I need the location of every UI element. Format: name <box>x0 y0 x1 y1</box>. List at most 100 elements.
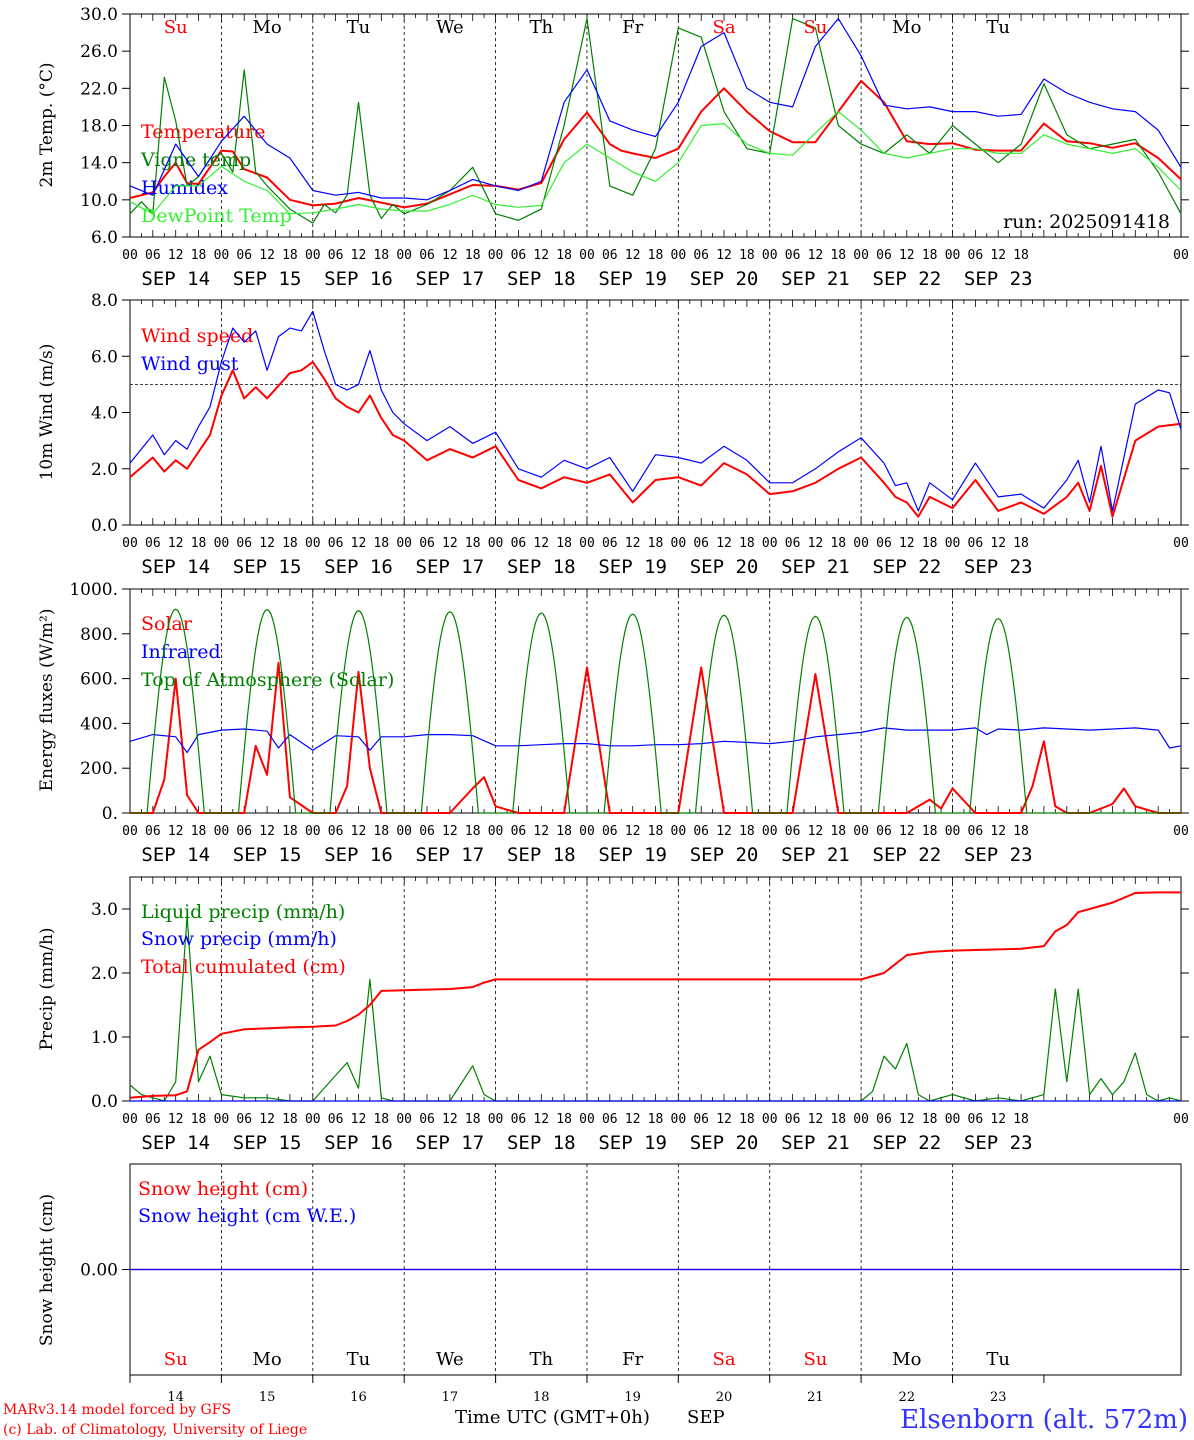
x-hour-label: 06 <box>876 1112 892 1127</box>
x-hour-label: 00 <box>762 536 778 551</box>
x-hour-label: 00 <box>396 248 412 263</box>
x-hour-label: 12 <box>259 536 275 551</box>
x-hour-label: 06 <box>236 536 252 551</box>
x-date-label: SEP 14 <box>141 556 210 578</box>
x-hour-label: 12 <box>625 248 641 263</box>
x-hour-label: 06 <box>785 824 801 839</box>
x-hour-label: 00 <box>853 1112 869 1127</box>
x-hour-label: 06 <box>419 824 435 839</box>
x-hour-label: 18 <box>556 824 572 839</box>
x-hour-label: 00 <box>853 824 869 839</box>
x-hour-label: 18 <box>465 536 481 551</box>
x-hour-label: 18 <box>556 248 572 263</box>
x-hour-label: 12 <box>899 248 915 263</box>
x-axis-month: SEP <box>687 1407 725 1428</box>
x-hour-label: 12 <box>990 824 1006 839</box>
x-hour-label: 12 <box>533 536 549 551</box>
x-hour-label: 12 <box>990 1112 1006 1127</box>
series-line-1 <box>130 661 1181 814</box>
x-date-label: SEP 21 <box>781 268 850 290</box>
y-tick-label: 0.0 <box>91 516 118 536</box>
x-date-label: SEP 15 <box>233 268 302 290</box>
x-hour-label: 12 <box>716 536 732 551</box>
x-date-label: SEP 16 <box>324 556 393 578</box>
x-hour-label: 00 <box>214 536 230 551</box>
x-date-label: SEP 16 <box>324 1132 393 1154</box>
x-hour-label: 18 <box>373 1112 389 1127</box>
series-line-2 <box>129 310 1182 512</box>
x-hour-label: 06 <box>511 248 527 263</box>
x-date-label: SEP 20 <box>690 844 759 866</box>
x-day-number: 17 <box>442 1390 459 1405</box>
x-hour-label: 00 <box>579 1112 595 1127</box>
day-of-week-label: Su <box>164 17 188 38</box>
x-hour-label: 06 <box>693 1112 709 1127</box>
x-hour-label: 18 <box>830 824 846 839</box>
x-day-number: 14 <box>167 1390 184 1405</box>
x-hour-label: 00 <box>1173 536 1189 551</box>
x-hour-label: 18 <box>465 824 481 839</box>
day-of-week-label: Tu <box>986 1349 1010 1370</box>
x-hour-label: 12 <box>442 824 458 839</box>
x-hour-label: 06 <box>145 248 161 263</box>
x-hour-label: 18 <box>648 536 664 551</box>
x-hour-label: 12 <box>259 824 275 839</box>
y-tick-label: 1000. <box>69 580 118 600</box>
x-hour-label: 00 <box>488 1112 504 1127</box>
y-tick-label: 1.0 <box>91 1028 118 1048</box>
y-tick-label: 200. <box>80 759 118 779</box>
x-hour-label: 12 <box>808 248 824 263</box>
x-date-label: SEP 19 <box>598 268 667 290</box>
x-hour-label: 00 <box>579 824 595 839</box>
x-hour-label: 12 <box>533 248 549 263</box>
x-hour-label: 00 <box>305 824 321 839</box>
x-hour-label: 00 <box>762 824 778 839</box>
x-hour-label: 18 <box>739 536 755 551</box>
x-hour-label: 12 <box>625 824 641 839</box>
x-hour-label: 18 <box>465 248 481 263</box>
x-hour-label: 12 <box>716 1112 732 1127</box>
x-hour-label: 00 <box>396 1112 412 1127</box>
x-hour-label: 06 <box>602 824 618 839</box>
x-hour-label: 00 <box>671 824 687 839</box>
x-hour-label: 18 <box>282 1112 298 1127</box>
legend-entry: Solar <box>141 613 193 635</box>
x-hour-label: 18 <box>830 536 846 551</box>
x-hour-label: 12 <box>808 1112 824 1127</box>
x-hour-label: 18 <box>191 824 207 839</box>
x-hour-label: 06 <box>328 248 344 263</box>
panels: 6.0 10.0 14.0 18.0 22.0 26.0 30.0 2m Temp. (°C)… <box>37 5 1189 1405</box>
x-hour-label: 18 <box>922 536 938 551</box>
x-hour-label: 00 <box>579 536 595 551</box>
x-hour-label: 00 <box>671 536 687 551</box>
x-date-label: SEP 14 <box>141 268 210 290</box>
y-tick-label: 800. <box>80 625 118 645</box>
x-hour-label: 18 <box>648 824 664 839</box>
day-of-week-label: Su <box>803 1349 827 1370</box>
legend-entry: Vigne temp <box>140 149 251 171</box>
x-hour-label: 06 <box>419 536 435 551</box>
day-of-week-label: Tu <box>986 17 1010 38</box>
x-hour-label: 06 <box>236 248 252 263</box>
x-hour-label: 18 <box>830 1112 846 1127</box>
day-of-week-label: Su <box>164 1349 188 1370</box>
x-date-label: SEP 23 <box>964 556 1033 578</box>
x-hour-label: 18 <box>191 248 207 263</box>
x-date-label: SEP 21 <box>781 556 850 578</box>
x-hour-label: 18 <box>739 248 755 263</box>
x-hour-label: 06 <box>236 1112 252 1127</box>
x-hour-label: 00 <box>671 1112 687 1127</box>
x-hour-label: 12 <box>259 248 275 263</box>
x-hour-label: 06 <box>602 248 618 263</box>
x-hour-label: 18 <box>830 248 846 263</box>
y-tick-label: 2.0 <box>91 964 118 984</box>
x-date-label: SEP 23 <box>964 844 1033 866</box>
y-axis-label: 10m Wind (m/s) <box>37 344 57 481</box>
legend-entry: Top of Atmosphere (Solar) <box>141 669 394 691</box>
x-hour-label: 12 <box>442 248 458 263</box>
day-of-week-label: Mo <box>252 1349 281 1370</box>
x-hour-label: 12 <box>625 1112 641 1127</box>
x-hour-label: 00 <box>396 536 412 551</box>
x-hour-label: 12 <box>168 824 184 839</box>
x-hour-label: 18 <box>922 248 938 263</box>
